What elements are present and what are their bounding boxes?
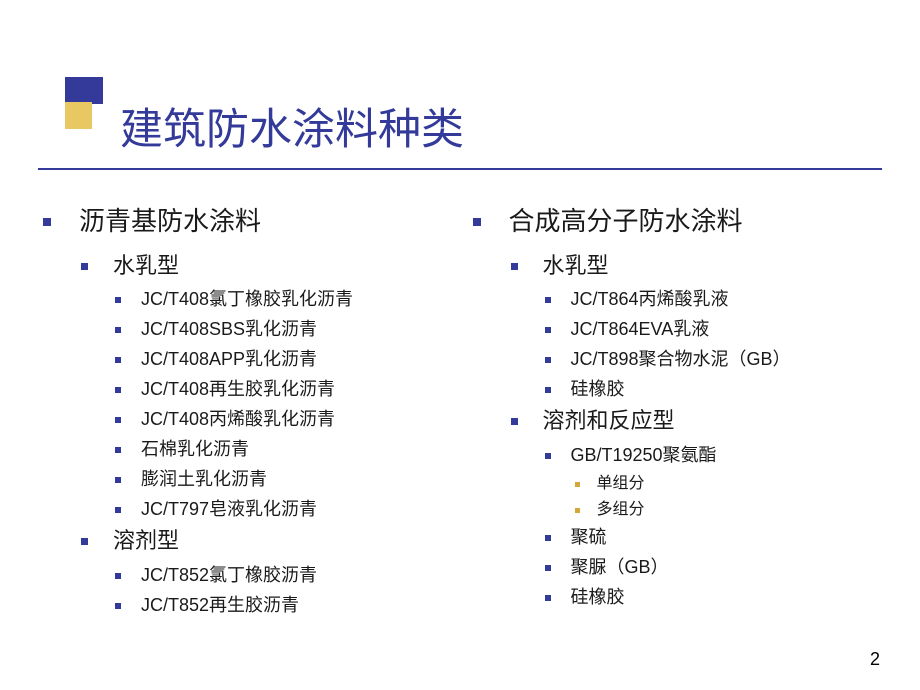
list-item-label: JC/T852再生胶沥青 xyxy=(141,595,299,615)
list-item: JC/T408丙烯酸乳化沥青 xyxy=(115,406,453,433)
list-item-label: JC/T408氯丁橡胶乳化沥青 xyxy=(141,289,353,309)
list-item: GB/T19250聚氨酯 xyxy=(545,442,883,469)
list-item: 硅橡胶 xyxy=(545,584,883,611)
bullet-icon xyxy=(545,595,551,601)
bullet-icon xyxy=(545,327,551,333)
list-item: JC/T797皂液乳化沥青 xyxy=(115,496,453,523)
list-item: 硅橡胶 xyxy=(545,376,883,403)
bullet-icon xyxy=(545,357,551,363)
bullet-icon xyxy=(115,327,121,333)
list-item: 多组分 xyxy=(575,498,883,522)
list-item: 水乳型 xyxy=(511,251,883,281)
decoration-square-yellow xyxy=(65,102,92,129)
list-item: JC/T864EVA乳液 xyxy=(545,316,883,343)
bullet-icon xyxy=(473,218,481,226)
list-item: JC/T408APP乳化沥青 xyxy=(115,346,453,373)
list-item: 石棉乳化沥青 xyxy=(115,436,453,463)
list-item: 水乳型 xyxy=(81,251,453,281)
decoration-square-blue xyxy=(76,77,103,104)
bullet-icon xyxy=(115,477,121,483)
list-item-label: 聚硫 xyxy=(571,527,607,547)
list-item-label: JC/T852氯丁橡胶沥青 xyxy=(141,565,317,585)
bullet-gold-icon xyxy=(575,482,580,487)
page-number: 2 xyxy=(870,649,880,670)
list-item-label: 溶剂型 xyxy=(113,528,179,553)
bullet-icon xyxy=(545,453,551,459)
bullet-icon xyxy=(545,565,551,571)
list-item: JC/T864丙烯酸乳液 xyxy=(545,286,883,313)
bullet-icon xyxy=(511,418,518,425)
list-item-label: 硅橡胶 xyxy=(571,587,625,607)
list-item: 合成高分子防水涂料 xyxy=(473,205,883,239)
page-title: 建筑防水涂料种类 xyxy=(120,95,464,157)
list-item: JC/T408氯丁橡胶乳化沥青 xyxy=(115,286,453,313)
list-item: 溶剂和反应型 xyxy=(511,406,883,436)
right-list: 合成高分子防水涂料水乳型 JC/T864丙烯酸乳液 JC/T864EVA乳液 JC/T… xyxy=(473,205,883,611)
content-area: 沥青基防水涂料水乳型 JC/T408氯丁橡胶乳化沥青 JC/T408SBS乳化沥青 J… xyxy=(38,205,882,622)
list-item-label: JC/T408再生胶乳化沥青 xyxy=(141,379,335,399)
list-item: 膨润土乳化沥青 xyxy=(115,466,453,493)
bullet-icon xyxy=(81,263,88,270)
list-item: 聚硫 xyxy=(545,524,883,551)
list-item-label: JC/T408SBS乳化沥青 xyxy=(141,319,317,339)
list-item: JC/T898聚合物水泥（GB） xyxy=(545,346,883,373)
list-item-label: 石棉乳化沥青 xyxy=(141,439,249,459)
list-item: 沥青基防水涂料 xyxy=(43,205,453,239)
list-item-label: 合成高分子防水涂料 xyxy=(509,206,743,236)
bullet-icon xyxy=(115,357,121,363)
list-item: 单组分 xyxy=(575,472,883,496)
bullet-icon xyxy=(545,297,551,303)
bullet-icon xyxy=(545,387,551,393)
list-item-label: JC/T408丙烯酸乳化沥青 xyxy=(141,409,335,429)
left-column: 沥青基防水涂料水乳型 JC/T408氯丁橡胶乳化沥青 JC/T408SBS乳化沥青 J… xyxy=(38,205,453,622)
title-decoration xyxy=(65,77,81,104)
list-item-label: JC/T408APP乳化沥青 xyxy=(141,349,317,369)
list-item-label: JC/T864EVA乳液 xyxy=(571,319,710,339)
list-item: 聚脲（GB） xyxy=(545,554,883,581)
bullet-icon xyxy=(81,538,88,545)
list-item-label: 溶剂和反应型 xyxy=(543,408,675,433)
bullet-gold-icon xyxy=(575,508,580,513)
bullet-icon xyxy=(115,507,121,513)
bullet-icon xyxy=(545,535,551,541)
right-column: 合成高分子防水涂料水乳型 JC/T864丙烯酸乳液 JC/T864EVA乳液 JC/T… xyxy=(453,205,883,622)
list-item: JC/T408SBS乳化沥青 xyxy=(115,316,453,343)
list-item: JC/T852再生胶沥青 xyxy=(115,592,453,619)
list-item: JC/T408再生胶乳化沥青 xyxy=(115,376,453,403)
list-item-label: 沥青基防水涂料 xyxy=(79,206,261,236)
list-item: JC/T852氯丁橡胶沥青 xyxy=(115,562,453,589)
list-item: 溶剂型 xyxy=(81,526,453,556)
bullet-icon xyxy=(115,447,121,453)
list-item-label: 聚脲（GB） xyxy=(571,557,669,577)
list-item-label: GB/T19250聚氨酯 xyxy=(571,445,717,465)
bullet-icon xyxy=(115,387,121,393)
list-item-label: 水乳型 xyxy=(543,253,609,278)
bullet-icon xyxy=(43,218,51,226)
bullet-icon xyxy=(115,603,121,609)
left-list: 沥青基防水涂料水乳型 JC/T408氯丁橡胶乳化沥青 JC/T408SBS乳化沥青 J… xyxy=(43,205,453,619)
title-underline xyxy=(38,168,882,170)
list-item-label: JC/T797皂液乳化沥青 xyxy=(141,499,317,519)
bullet-icon xyxy=(115,297,121,303)
bullet-icon xyxy=(511,263,518,270)
bullet-icon xyxy=(115,417,121,423)
list-item-label: 多组分 xyxy=(597,501,645,518)
list-item-label: 单组分 xyxy=(597,475,645,492)
list-item-label: 水乳型 xyxy=(113,253,179,278)
list-item-label: 膨润土乳化沥青 xyxy=(141,469,267,489)
list-item-label: 硅橡胶 xyxy=(571,379,625,399)
list-item-label: JC/T864丙烯酸乳液 xyxy=(571,289,729,309)
list-item-label: JC/T898聚合物水泥（GB） xyxy=(571,349,791,369)
bullet-icon xyxy=(115,573,121,579)
